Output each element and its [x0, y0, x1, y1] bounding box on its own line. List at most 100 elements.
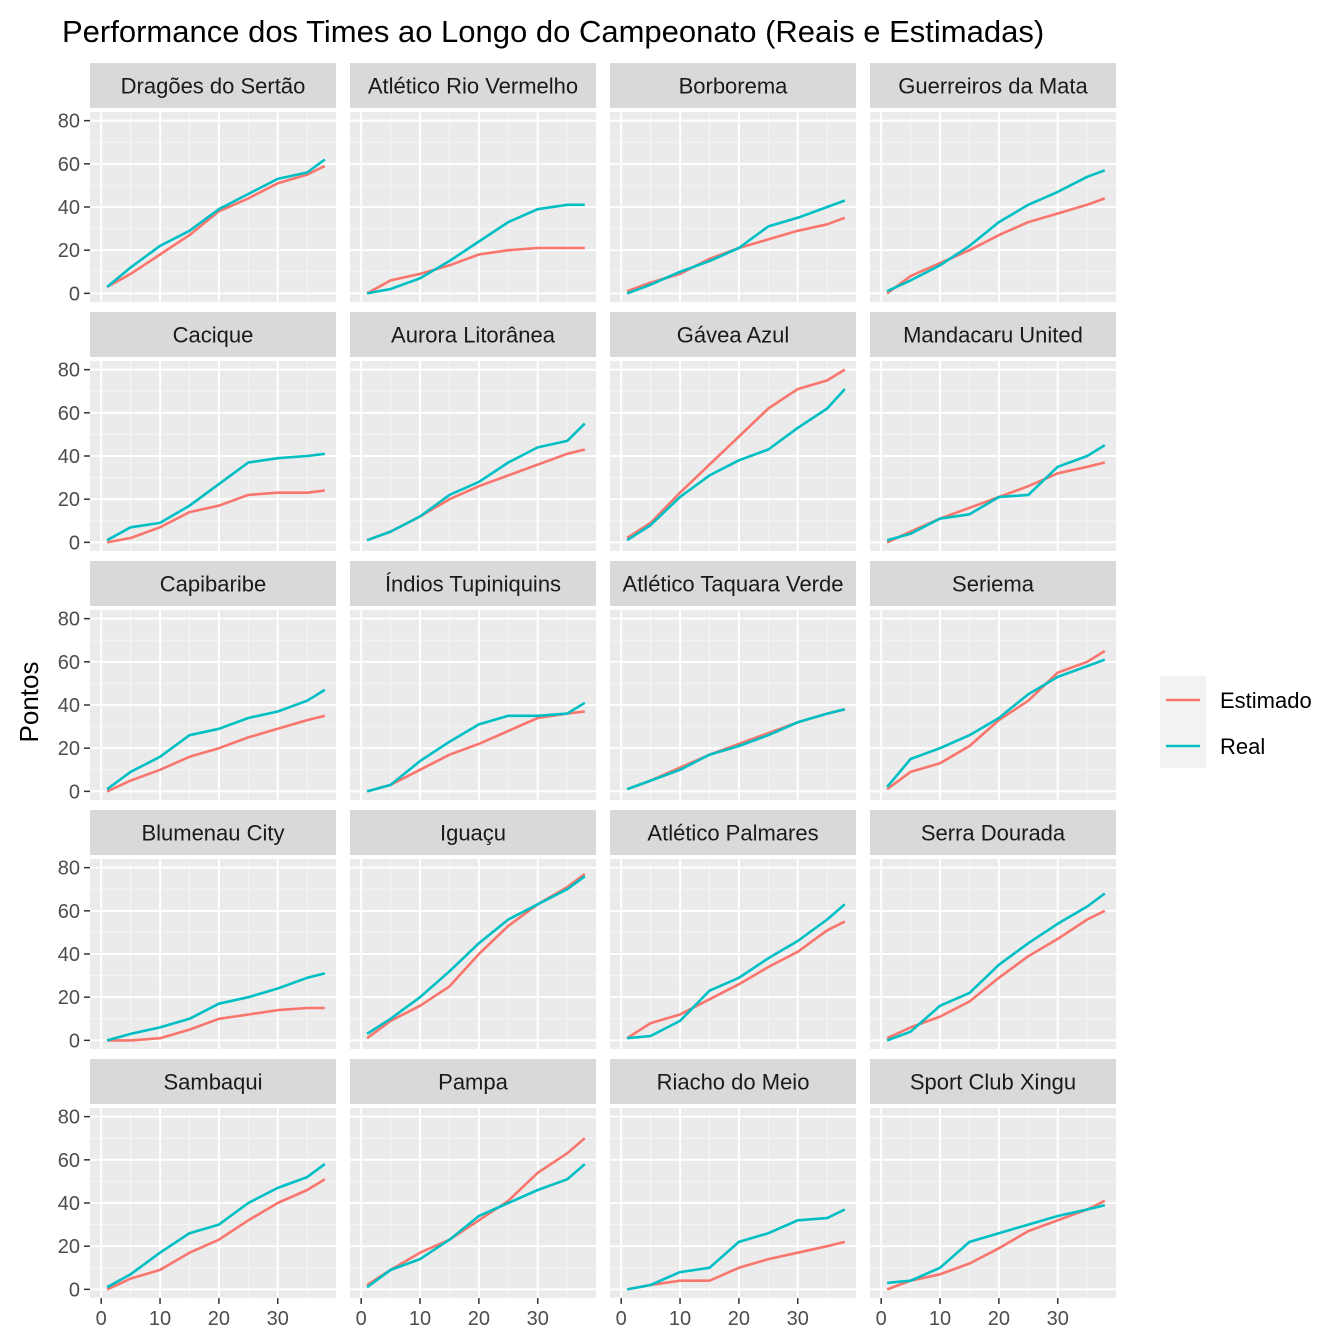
x-tick-label: 10 — [669, 1308, 691, 1330]
y-tick-label: 20 — [58, 987, 80, 1009]
facet-panel: Blumenau City 0 20 40 60 80 — [58, 810, 336, 1052]
series-line-real — [886, 658, 1106, 788]
y-tick-label: 20 — [58, 240, 80, 262]
y-tick-label: 60 — [58, 652, 80, 674]
facet-strip — [350, 63, 596, 108]
series-line-real — [106, 688, 326, 791]
x-tick-label: 30 — [527, 1308, 549, 1330]
x-tick-label: 0 — [616, 1308, 627, 1330]
facet-strip-label: Blumenau City — [141, 821, 284, 846]
series-line-estimado — [366, 246, 585, 295]
facet-strip — [90, 810, 336, 855]
x-tick-label: 20 — [728, 1308, 750, 1330]
facet-strip — [90, 561, 336, 606]
facet-strip — [610, 561, 856, 606]
x-tick-label: 20 — [988, 1308, 1010, 1330]
series-line-estimado — [626, 368, 846, 540]
y-tick-label: 40 — [58, 446, 80, 468]
facet-strip — [610, 63, 856, 108]
facet-panel: Capibaribe 0 20 40 60 80 — [58, 561, 336, 803]
y-tick-label: 0 — [69, 532, 80, 554]
y-tick-label: 80 — [58, 1107, 80, 1129]
y-tick-label: 0 — [69, 283, 80, 305]
series-line-estimado — [106, 489, 325, 544]
facet-strip-label: Atlético Rio Vermelho — [368, 74, 578, 99]
x-tick-label: 30 — [267, 1308, 289, 1330]
y-tick-label: 80 — [58, 858, 80, 880]
x-tick-label: 30 — [787, 1308, 809, 1330]
facet-strip-label: Gávea Azul — [677, 323, 790, 348]
facet-panel: Sport Club Xingu 0 10 20 30 — [870, 1059, 1116, 1330]
y-tick-label: 40 — [58, 1193, 80, 1215]
facet-strip-label: Atlético Taquara Verde — [623, 572, 844, 597]
series-line-estimado — [366, 1137, 586, 1287]
facet-strip-label: Mandacaru United — [903, 323, 1083, 348]
y-tick-label: 80 — [58, 609, 80, 631]
y-tick-label: 80 — [58, 360, 80, 382]
facet-strip — [870, 810, 1116, 855]
y-tick-label: 60 — [58, 403, 80, 425]
facet-panels: Dragões do Sertão 0 20 40 60 80 Atlético Rio V… — [58, 63, 1116, 1330]
facet-panel: Cacique 0 20 40 60 80 — [58, 312, 336, 554]
facet-strip — [90, 63, 336, 108]
facet-strip — [870, 1059, 1116, 1104]
x-tick-label: 0 — [356, 1308, 367, 1330]
y-tick-label: 80 — [58, 111, 80, 133]
facet-panel: Seriema — [870, 561, 1116, 800]
facet-strip-label: Sambaqui — [163, 1070, 262, 1095]
series-line-estimado — [626, 920, 846, 1040]
series-line-estimado — [626, 1240, 846, 1291]
facet-strip — [350, 1059, 596, 1104]
series-line-estimado — [106, 1178, 326, 1291]
series-line-real — [106, 452, 325, 542]
facet-strip-label: Atlético Palmares — [647, 821, 818, 846]
y-tick-label: 20 — [58, 1236, 80, 1258]
series-line-real — [106, 972, 326, 1042]
series-line-real — [626, 903, 846, 1040]
facet-panel: Mandacaru United — [870, 312, 1116, 551]
y-tick-label: 20 — [58, 489, 80, 511]
series-line-real — [626, 199, 846, 295]
x-tick-label: 0 — [96, 1308, 107, 1330]
facet-panel: Atlético Palmares — [610, 810, 856, 1049]
facet-strip — [870, 561, 1116, 606]
facet-panel: Sambaqui 0 20 40 60 80 0 10 20 30 — [58, 1059, 336, 1330]
facet-strip-label: Capibaribe — [160, 572, 266, 597]
series-line-estimado — [106, 714, 326, 793]
facet-panel: Riacho do Meio 0 10 20 30 — [610, 1059, 856, 1330]
y-axis-label: Pontos — [14, 662, 44, 743]
legend-key-background — [1160, 676, 1206, 768]
facet-strip — [350, 312, 596, 357]
series-line-real — [366, 1163, 586, 1289]
y-tick-label: 60 — [58, 154, 80, 176]
y-tick-label: 40 — [58, 695, 80, 717]
facet-strip — [90, 1059, 336, 1104]
facet-strip — [610, 312, 856, 357]
facet-strip — [870, 63, 1116, 108]
facet-strip-label: Guerreiros da Mata — [898, 74, 1088, 99]
series-line-real — [366, 203, 585, 295]
series-line-real — [366, 701, 586, 793]
facet-panel: Guerreiros da Mata — [870, 63, 1116, 302]
series-line-real — [366, 422, 586, 542]
facet-panel: Índios Tupiniquins — [350, 561, 596, 800]
x-tick-label: 20 — [208, 1308, 230, 1330]
x-tick-label: 10 — [409, 1308, 431, 1330]
facet-strip — [610, 810, 856, 855]
y-tick-label: 60 — [58, 1150, 80, 1172]
y-tick-label: 60 — [58, 901, 80, 923]
facet-panel: Atlético Rio Vermelho — [350, 63, 596, 302]
x-tick-label: 10 — [149, 1308, 171, 1330]
facet-strip-label: Cacique — [173, 323, 254, 348]
series-line-real — [886, 444, 1106, 542]
facet-panel: Dragões do Sertão 0 20 40 60 80 — [58, 63, 336, 305]
facet-panel: Serra Dourada — [870, 810, 1116, 1049]
series-line-real — [106, 1163, 326, 1289]
y-tick-label: 0 — [69, 781, 80, 803]
facet-strip-label: Seriema — [952, 572, 1035, 597]
series-line-estimado — [886, 1199, 1106, 1291]
facet-panel: Gávea Azul — [610, 312, 856, 551]
facet-panel: Aurora Litorânea — [350, 312, 596, 551]
facet-strip-label: Índios Tupiniquins — [385, 572, 561, 597]
